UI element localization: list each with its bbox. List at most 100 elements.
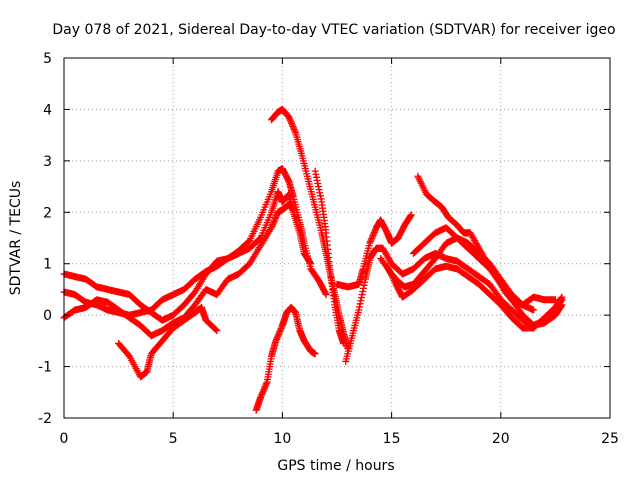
data-point <box>275 329 283 337</box>
data-point <box>290 124 298 132</box>
data-point <box>268 222 276 230</box>
y-tick-label: 2 <box>43 205 52 221</box>
data-point <box>367 236 375 244</box>
data-point <box>212 326 220 334</box>
x-axis-label: GPS time / hours <box>277 458 394 474</box>
series-track-8 <box>333 211 415 291</box>
data-point <box>366 239 374 247</box>
data-point <box>273 334 281 342</box>
x-tick-label: 15 <box>383 431 401 447</box>
data-point <box>369 231 377 239</box>
data-point <box>317 195 325 203</box>
data-point <box>285 113 293 121</box>
data-point <box>270 218 278 226</box>
data-point <box>289 122 297 130</box>
series-track-7 <box>311 167 348 347</box>
data-point <box>272 337 280 345</box>
series-track-11 <box>383 262 566 332</box>
x-tick-label: 0 <box>60 431 69 447</box>
data-point <box>269 221 277 229</box>
data-point <box>288 121 296 129</box>
data-point <box>274 331 282 339</box>
y-tick-label: -1 <box>38 360 52 376</box>
data-point <box>273 335 281 343</box>
y-tick-label: 1 <box>43 257 52 273</box>
x-tick-label: 20 <box>492 431 510 447</box>
data-point <box>321 289 329 297</box>
data-point <box>271 214 279 222</box>
x-tick-label: 5 <box>169 431 178 447</box>
data-point <box>371 227 379 235</box>
data-point <box>315 186 323 194</box>
data-point <box>370 228 378 236</box>
y-tick-label: 0 <box>43 308 52 324</box>
x-tick-label: 10 <box>273 431 291 447</box>
data-point <box>277 325 285 333</box>
data-point <box>357 294 365 302</box>
data-point <box>322 291 330 299</box>
series-track-5 <box>252 303 319 414</box>
data-point <box>262 381 270 389</box>
data-point <box>355 306 363 314</box>
data-point <box>257 392 265 400</box>
data-point <box>267 224 275 232</box>
y-tick-label: 3 <box>43 154 52 170</box>
data-point <box>366 238 374 246</box>
x-tick-labels: 0 5 10 15 20 25 <box>60 431 619 447</box>
data-point <box>370 230 378 238</box>
data-point <box>312 170 320 178</box>
series-track-4 <box>115 303 221 381</box>
data-point <box>558 293 566 301</box>
data-point <box>407 212 415 220</box>
data-point <box>313 176 321 184</box>
y-axis-label: SDTVAR / TECUs <box>8 181 24 296</box>
data-point <box>274 332 282 340</box>
chart-title: Day 078 of 2021, Sidereal Day-to-day VTE… <box>52 22 615 38</box>
data-point <box>312 173 320 181</box>
data-point <box>316 192 324 200</box>
data-point <box>258 390 266 398</box>
data-point <box>311 350 319 358</box>
data-point <box>357 297 365 305</box>
data-point <box>260 386 268 394</box>
data-point <box>271 216 279 224</box>
data-point <box>269 219 277 227</box>
data-point <box>257 393 265 401</box>
series-track-13 <box>409 224 538 314</box>
data-point <box>368 233 376 241</box>
data-point <box>286 115 294 123</box>
data-point <box>530 306 538 314</box>
data-point <box>358 291 366 299</box>
data-point <box>276 328 284 336</box>
data-point <box>289 206 297 214</box>
data-point <box>368 235 376 243</box>
data-point <box>286 116 294 124</box>
data-point <box>259 389 267 397</box>
data-point <box>314 183 322 191</box>
data-point <box>551 296 559 304</box>
data-point <box>355 303 363 311</box>
data-point <box>557 294 565 302</box>
data-point <box>276 326 284 334</box>
data-point <box>361 278 369 286</box>
data-point <box>261 383 269 391</box>
y-tick-labels: -2 -1 0 1 2 3 4 5 <box>38 51 52 427</box>
data-point <box>260 384 268 392</box>
data-point <box>356 300 364 308</box>
data-point <box>291 127 299 135</box>
data-point <box>316 189 324 197</box>
data-point <box>359 287 367 295</box>
y-tick-label: 4 <box>43 102 52 118</box>
x-tick-label: 25 <box>601 431 619 447</box>
data-point <box>290 125 298 133</box>
series-track-2 <box>60 165 330 319</box>
axis-ticks <box>63 57 611 419</box>
data-point <box>272 213 280 221</box>
data-point <box>407 211 415 219</box>
series-track-3 <box>60 201 297 340</box>
plot-frame <box>63 57 611 419</box>
data-point <box>262 380 270 388</box>
data-point <box>213 327 221 335</box>
